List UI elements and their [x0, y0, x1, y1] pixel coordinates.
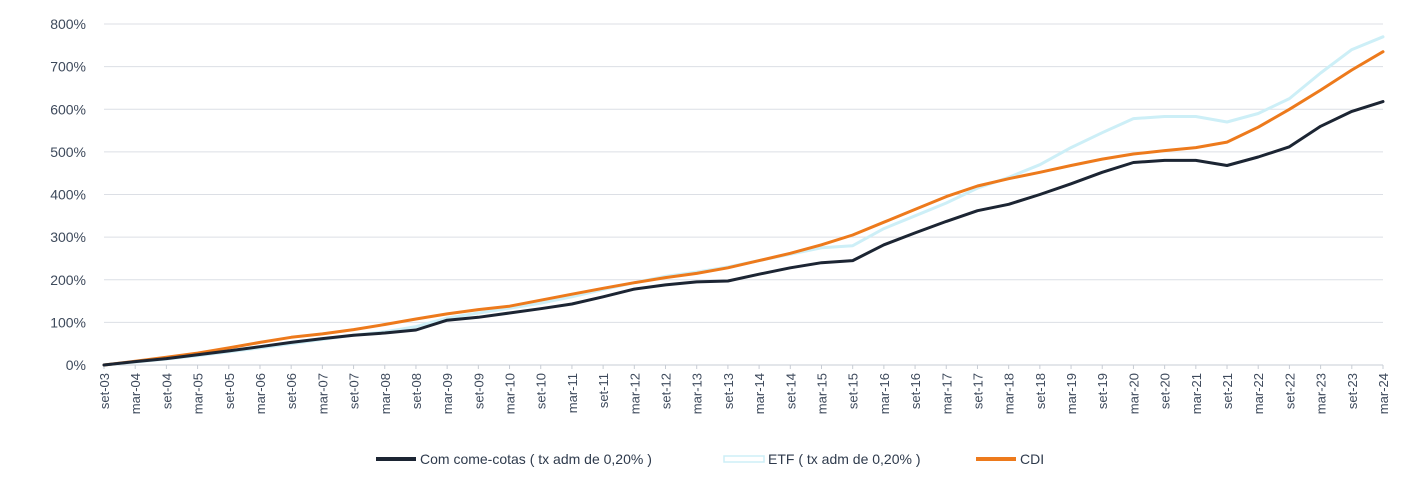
legend-swatch: [376, 457, 416, 461]
x-tick-label: set-09: [471, 373, 486, 409]
gridlines: [104, 23, 1383, 366]
x-tick-label: mar-11: [565, 373, 580, 413]
x-tick-label: mar-14: [752, 373, 767, 414]
x-tick-label: mar-20: [1126, 373, 1141, 414]
x-tick-label: mar-06: [253, 373, 268, 414]
x-tick-label: mar-24: [1376, 373, 1391, 414]
x-tick-label: set-19: [1095, 373, 1110, 409]
x-tick-label: mar-10: [503, 373, 518, 414]
legend-swatch: [723, 455, 765, 463]
x-tick-label: set-13: [721, 373, 736, 409]
x-tick-label: set-12: [659, 373, 674, 409]
x-tick-label: set-10: [534, 373, 549, 409]
series-line-1: [102, 50, 1385, 367]
y-tick-label: 800%: [50, 16, 86, 32]
legend-label: ETF ( tx adm de 0,20% ): [768, 451, 921, 467]
series-line-0: [102, 35, 1385, 367]
x-tick-label: mar-19: [1064, 373, 1079, 414]
x-tick-label: set-18: [1033, 373, 1048, 409]
x-tick-label: set-23: [1345, 373, 1360, 409]
y-tick-label: 0%: [66, 357, 86, 373]
y-tick-label: 700%: [50, 59, 86, 75]
x-tick-label: mar-18: [1002, 373, 1017, 414]
x-tick-label: mar-17: [939, 373, 954, 414]
y-tick-label: 100%: [50, 314, 86, 330]
x-tick-label: mar-13: [690, 373, 705, 414]
x-tick-label: set-04: [159, 373, 174, 409]
series-lines: [102, 35, 1385, 367]
x-tick-label: set-14: [783, 373, 798, 409]
x-tick-label: set-08: [409, 373, 424, 409]
x-tick-label: mar-07: [315, 373, 330, 414]
x-tick-label: set-05: [222, 373, 237, 409]
x-tick-label: mar-05: [191, 373, 206, 414]
x-axis-ticks: set-03 mar-04 set-04 mar-05 set-05 mar-06 set-…: [97, 365, 1391, 414]
x-tick-label: mar-08: [378, 373, 393, 414]
x-tick-label: set-11: [596, 373, 611, 408]
y-tick-label: 400%: [50, 187, 86, 203]
x-tick-label: set-06: [284, 373, 299, 409]
y-tick-label: 300%: [50, 229, 86, 245]
x-tick-label: set-03: [97, 373, 112, 409]
x-tick-label: mar-23: [1314, 373, 1329, 414]
legend-label: CDI: [1020, 451, 1044, 467]
y-tick-label: 600%: [50, 101, 86, 117]
series-line-2: [102, 100, 1385, 367]
x-tick-label: mar-21: [1189, 373, 1204, 414]
legend-label: Com come-cotas ( tx adm de 0,20% ): [420, 451, 652, 467]
y-axis-ticks: 0% 100% 200% 300% 400% 500% 600% 700% 800%: [50, 16, 86, 373]
x-tick-label: set-15: [846, 373, 861, 409]
x-tick-label: set-20: [1158, 373, 1173, 409]
x-tick-label: mar-15: [814, 373, 829, 414]
x-tick-label: set-16: [908, 373, 923, 409]
x-tick-label: mar-16: [877, 373, 892, 414]
y-tick-label: 500%: [50, 144, 86, 160]
x-tick-label: mar-04: [128, 373, 143, 414]
x-tick-label: set-21: [1220, 373, 1235, 409]
legend: Com come-cotas ( tx adm de 0,20% ) ETF ( …: [376, 451, 1044, 467]
y-tick-label: 200%: [50, 272, 86, 288]
x-tick-label: set-22: [1282, 373, 1297, 409]
x-tick-label: mar-09: [440, 373, 455, 414]
x-tick-label: set-07: [347, 373, 362, 409]
x-tick-label: mar-12: [627, 373, 642, 414]
x-tick-label: set-17: [970, 373, 985, 409]
legend-swatch: [976, 457, 1016, 461]
x-tick-label: mar-22: [1251, 373, 1266, 414]
